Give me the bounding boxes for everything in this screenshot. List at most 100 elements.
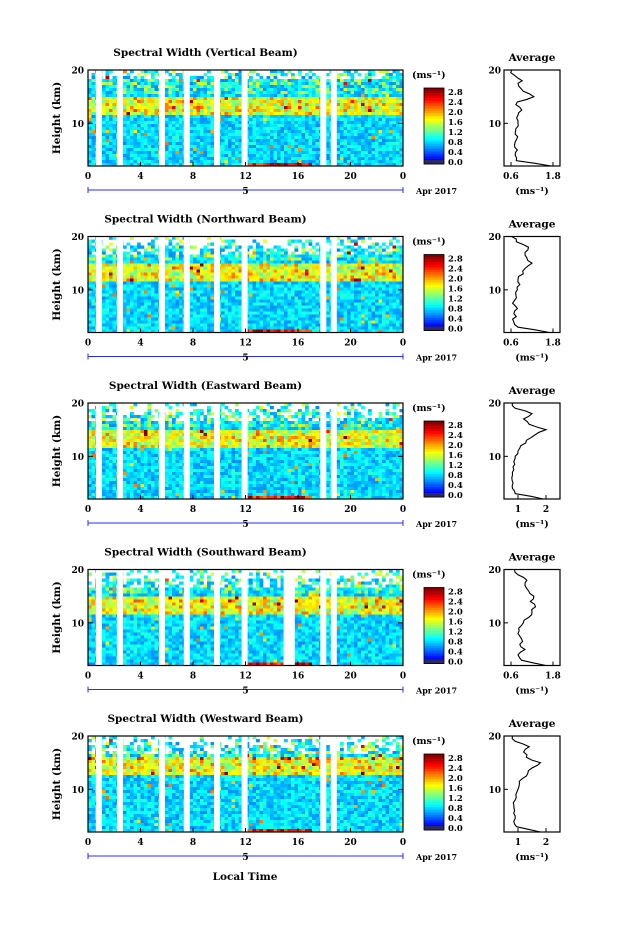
colorbar-tick-label: 0.0 <box>448 491 463 501</box>
colorbar-segment <box>424 617 444 621</box>
colorbar-segment <box>424 443 444 447</box>
colorbar-segment <box>424 774 444 778</box>
average-x-tick-label: 0.6 <box>503 672 519 682</box>
colorbar-segment <box>424 461 444 465</box>
y-tick-label: 20 <box>71 67 84 77</box>
colorbar-segment <box>424 93 444 96</box>
x-axis: 0 4 8 12 16 20 0 <box>85 661 406 682</box>
x-tick-label: 20 <box>344 172 357 182</box>
colorbar-segment <box>424 446 444 450</box>
colorbar-segment <box>424 784 444 788</box>
colorbar-segment <box>424 103 444 107</box>
colorbar-segment <box>424 88 444 91</box>
colorbar-segment <box>424 315 444 319</box>
data-gap <box>183 403 190 499</box>
colorbar-segment <box>424 153 444 157</box>
colorbar: (ms⁻¹)2.82.42.01.61.20.80.40.0 <box>412 403 463 501</box>
colorbar-segment <box>424 635 444 639</box>
colorbar-segment <box>424 287 444 291</box>
colorbar-tick-label: 2.8 <box>448 754 463 764</box>
data-gap <box>183 736 190 832</box>
colorbar-segment <box>424 590 444 593</box>
data-gap <box>183 70 190 166</box>
colorbar-tick-label: 1.6 <box>448 784 463 794</box>
colorbar-segment <box>424 471 444 475</box>
colorbar-unit: (ms⁻¹) <box>412 237 446 248</box>
colorbar-segment <box>424 307 444 311</box>
colorbar-segment <box>424 809 444 813</box>
x-tick-label: 12 <box>239 672 252 682</box>
colorbar-segment <box>424 474 444 478</box>
x-tick-label: 16 <box>292 672 305 682</box>
colorbar-tick-label: 2.8 <box>448 88 463 98</box>
data-gap <box>330 236 337 333</box>
average-line <box>510 69 552 167</box>
panel-5: Spectral Width (Westward Beam)2010Height… <box>51 713 561 863</box>
x-tick-label: 0 <box>85 838 91 848</box>
data-gap <box>158 70 165 166</box>
x-tick-label: 16 <box>292 838 305 848</box>
colorbar-segment <box>424 110 444 114</box>
colorbar-segment <box>424 804 444 808</box>
colorbar-segment <box>424 459 444 462</box>
colorbar-segment <box>424 807 444 811</box>
colorbar-segment <box>424 254 444 258</box>
average-x-label: (ms⁻¹) <box>515 353 549 364</box>
average-x-label: (ms⁻¹) <box>515 852 549 863</box>
colorbar-segment <box>424 118 444 122</box>
colorbar-tick-label: 1.6 <box>448 285 463 295</box>
colorbar-segment <box>424 826 444 830</box>
colorbar: (ms⁻¹)2.82.42.01.61.20.80.40.0 <box>412 70 463 168</box>
x-tick-label: 4 <box>137 172 143 182</box>
average-x-tick-label: 0.6 <box>503 339 519 349</box>
x-tick-label: 12 <box>239 505 252 515</box>
data-gap <box>95 70 102 166</box>
x-tick-label: 4 <box>137 505 143 515</box>
colorbar-segment <box>424 600 444 604</box>
data-gap <box>158 403 165 499</box>
x-axis: 0 4 8 12 16 20 0 <box>85 162 406 182</box>
colorbar-segment <box>424 322 444 326</box>
x-tick-label: 0 <box>400 838 406 848</box>
data-gap <box>214 236 220 333</box>
colorbar-tick-label: 2.4 <box>448 598 463 608</box>
colorbar-tick-label: 0.8 <box>448 638 463 648</box>
x-tick-label: 12 <box>239 838 252 848</box>
colorbar-segment <box>424 302 444 306</box>
colorbar-segment <box>424 650 444 654</box>
colorbar-tick-label: 0.8 <box>448 804 463 814</box>
colorbar-segment <box>424 426 444 429</box>
colorbar-tick-label: 2.0 <box>448 108 463 118</box>
colorbar-unit: (ms⁻¹) <box>412 570 446 581</box>
data-gap <box>241 70 248 166</box>
x-tick-label: 8 <box>190 672 196 682</box>
data-gap <box>214 403 220 499</box>
date-label: Apr 2017 <box>415 519 457 529</box>
colorbar-tick-label: 1.2 <box>448 295 463 305</box>
colorbar-segment <box>424 786 444 790</box>
colorbar-segment <box>424 146 444 150</box>
colorbar: (ms⁻¹)2.82.42.01.61.20.80.40.0 <box>412 237 463 335</box>
data-gap <box>95 569 102 666</box>
x-tick-label: 16 <box>292 172 305 182</box>
colorbar-segment <box>424 481 444 485</box>
average-profile: Average 20 10 0.6 1.8 (ms⁻¹) <box>488 219 560 364</box>
colorbar-segment <box>424 448 444 452</box>
data-gap <box>320 403 327 499</box>
average-line <box>511 402 548 500</box>
data-gap <box>116 569 123 666</box>
colorbar: (ms⁻¹)2.82.42.01.61.20.80.40.0 <box>412 736 463 834</box>
colorbar-segment <box>424 100 444 104</box>
colorbar-tick-label: 0.4 <box>448 148 463 158</box>
colorbar-tick-label: 2.8 <box>448 421 463 431</box>
colorbar-segment <box>424 645 444 649</box>
colorbar-tick-label: 1.6 <box>448 451 463 461</box>
panel-title: Spectral Width (Eastward Beam) <box>109 380 302 392</box>
average-frame <box>503 235 561 334</box>
colorbar-segment <box>424 653 444 657</box>
colorbar-tick-label: 0.0 <box>448 824 463 834</box>
colorbar-segment <box>424 428 444 432</box>
y-tick-label: 20 <box>71 233 84 243</box>
x-tick-label: 0 <box>400 339 406 349</box>
colorbar-tick-label: 0.0 <box>448 658 463 668</box>
